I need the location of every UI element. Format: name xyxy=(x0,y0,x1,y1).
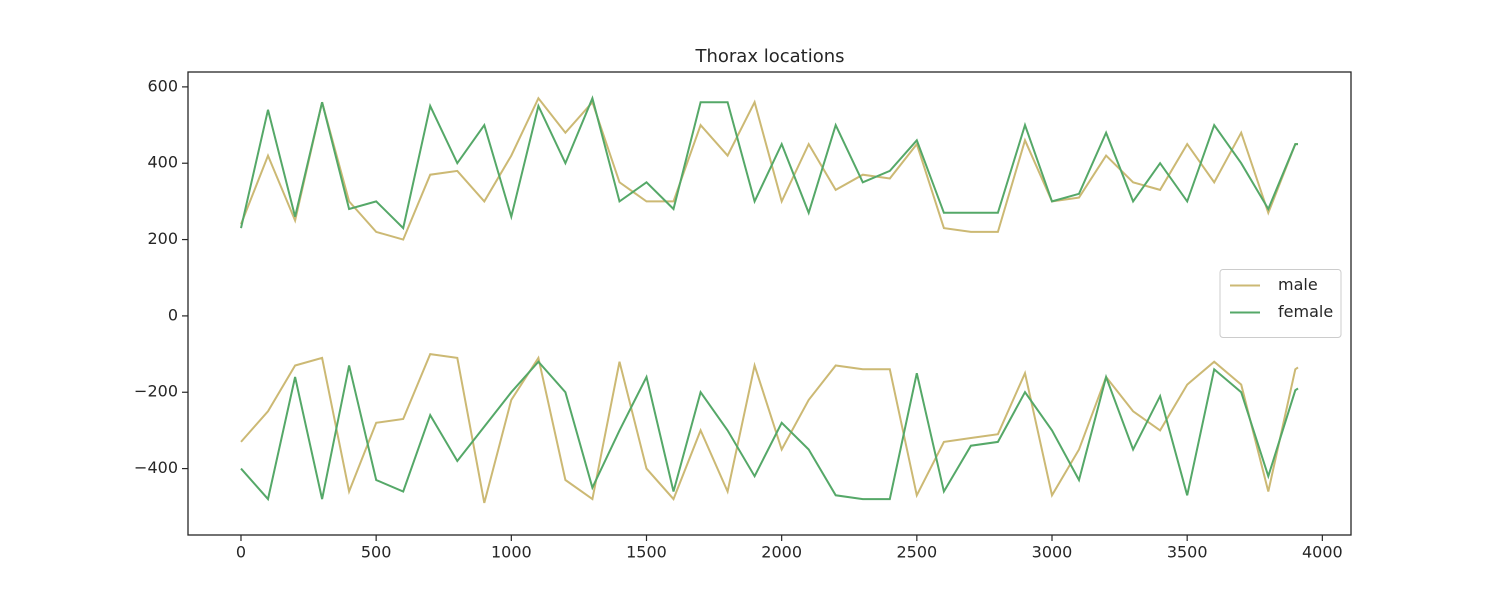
x-tick-label: 3500 xyxy=(1167,543,1208,562)
y-tick-label: 400 xyxy=(147,153,178,172)
chart-title: Thorax locations xyxy=(694,46,844,67)
x-tick-label: 2000 xyxy=(761,543,802,562)
x-tick-label: 500 xyxy=(361,543,392,562)
x-tick-label: 0 xyxy=(236,543,246,562)
y-tick-label: −400 xyxy=(134,458,178,477)
plot-frame xyxy=(187,71,1352,536)
x-tick-label: 2500 xyxy=(896,543,937,562)
legend-label: male xyxy=(1278,275,1318,294)
y-tick-label: −200 xyxy=(134,382,178,401)
series-line xyxy=(240,353,1299,504)
legend-label: female xyxy=(1278,302,1333,321)
x-tick-label: 1500 xyxy=(626,543,667,562)
x-tick-label: 1000 xyxy=(491,543,532,562)
series-line xyxy=(240,360,1299,502)
x-tick-label: 4000 xyxy=(1302,543,1343,562)
y-tick-label: 600 xyxy=(147,76,178,95)
x-tick-label: 3000 xyxy=(1032,543,1073,562)
series-line xyxy=(240,96,1298,241)
y-tick-label: 200 xyxy=(147,229,178,248)
series-line xyxy=(240,95,1298,231)
y-tick-label: 0 xyxy=(168,305,178,324)
